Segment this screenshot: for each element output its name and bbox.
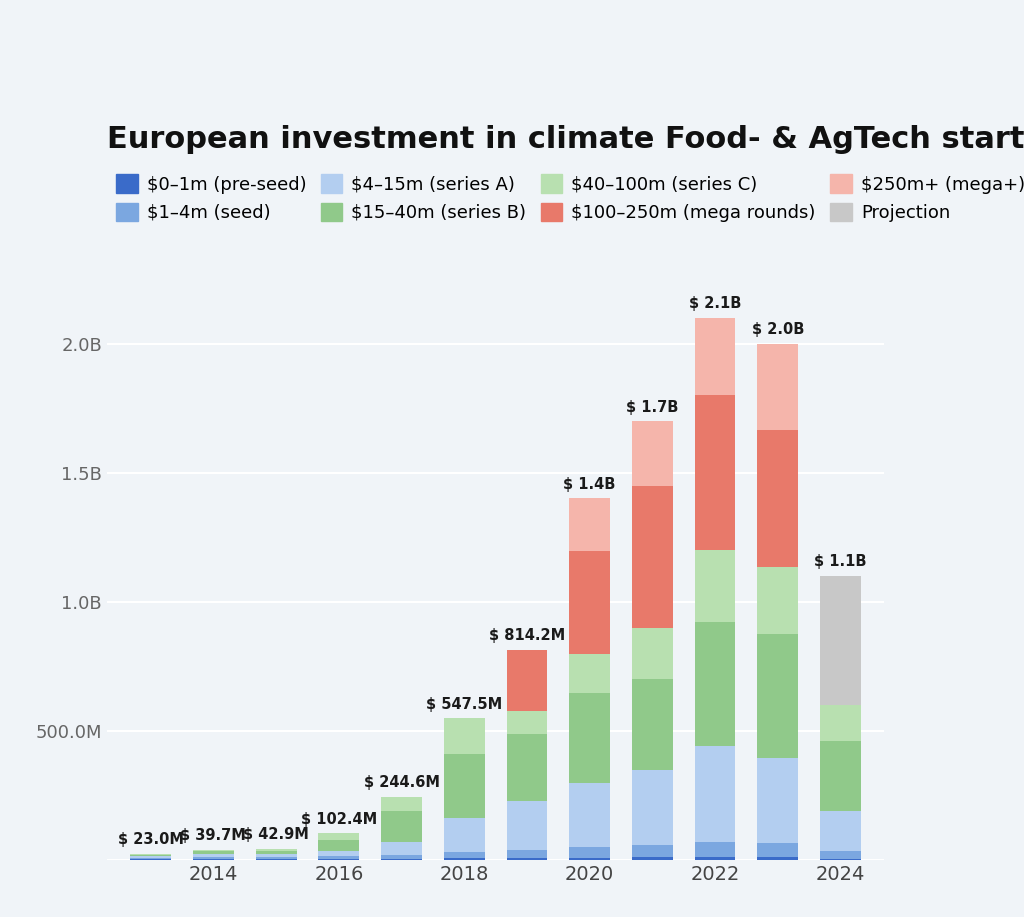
Bar xyxy=(194,849,233,851)
Bar xyxy=(318,834,359,840)
Text: $ 1.7B: $ 1.7B xyxy=(626,400,679,414)
Text: $ 1.4B: $ 1.4B xyxy=(563,477,615,492)
Bar xyxy=(569,692,610,783)
Bar xyxy=(632,421,673,486)
Bar xyxy=(694,857,735,860)
Text: $ 42.9M: $ 42.9M xyxy=(243,827,309,843)
Text: $ 23.0M: $ 23.0M xyxy=(118,833,183,847)
Bar xyxy=(507,649,547,711)
Bar xyxy=(694,623,735,746)
Bar xyxy=(632,486,673,628)
Bar xyxy=(256,851,297,854)
Bar xyxy=(820,851,861,858)
Text: European investment in climate Food- & AgTech startups: European investment in climate Food- & A… xyxy=(106,125,1024,154)
Bar xyxy=(632,769,673,845)
Bar xyxy=(381,855,422,858)
Bar xyxy=(632,628,673,679)
Bar xyxy=(758,567,798,635)
Bar xyxy=(318,840,359,851)
Bar xyxy=(318,851,359,856)
Bar xyxy=(569,550,610,654)
Bar xyxy=(569,847,610,857)
Bar xyxy=(758,758,798,844)
Bar xyxy=(632,845,673,857)
Bar xyxy=(130,856,171,858)
Bar xyxy=(820,811,861,851)
Bar xyxy=(256,849,297,851)
Text: $ 814.2M: $ 814.2M xyxy=(488,628,565,643)
Bar xyxy=(820,858,861,860)
Bar xyxy=(694,395,735,550)
Bar xyxy=(381,811,422,842)
Bar xyxy=(569,783,610,847)
Bar xyxy=(758,344,798,430)
Text: $ 2.1B: $ 2.1B xyxy=(689,296,741,311)
Bar xyxy=(318,856,359,859)
Bar xyxy=(758,844,798,857)
Bar xyxy=(256,854,297,857)
Bar xyxy=(507,711,547,735)
Bar xyxy=(507,850,547,858)
Bar xyxy=(194,857,233,859)
Bar xyxy=(381,858,422,860)
Bar xyxy=(694,317,735,395)
Text: $ 39.7M: $ 39.7M xyxy=(180,828,247,843)
Text: $ 1.1B: $ 1.1B xyxy=(814,555,866,569)
Bar xyxy=(758,857,798,860)
Bar xyxy=(443,719,484,754)
Bar xyxy=(758,635,798,758)
Bar xyxy=(507,735,547,801)
Bar xyxy=(130,855,171,856)
Bar xyxy=(569,857,610,860)
Bar xyxy=(443,818,484,852)
Bar xyxy=(632,857,673,860)
Text: $ 102.4M: $ 102.4M xyxy=(301,812,377,827)
Legend: $0–1m (pre-seed), $1–4m (seed), $4–15m (series A), $15–40m (series B), $40–100m : $0–1m (pre-seed), $1–4m (seed), $4–15m (… xyxy=(116,174,1024,222)
Bar xyxy=(632,679,673,769)
Bar xyxy=(194,854,233,857)
Bar xyxy=(507,801,547,850)
Bar xyxy=(443,858,484,860)
Bar xyxy=(820,741,861,811)
Bar xyxy=(694,550,735,623)
Bar xyxy=(256,857,297,859)
Bar xyxy=(569,499,610,550)
Bar xyxy=(443,852,484,858)
Bar xyxy=(694,746,735,842)
Bar xyxy=(130,858,171,859)
Text: $ 2.0B: $ 2.0B xyxy=(752,322,804,337)
Text: $ 244.6M: $ 244.6M xyxy=(364,775,439,790)
Bar xyxy=(820,705,861,741)
Bar xyxy=(130,854,171,855)
Text: $ 547.5M: $ 547.5M xyxy=(426,697,503,712)
Bar xyxy=(758,430,798,567)
Bar xyxy=(820,576,861,705)
Bar xyxy=(381,842,422,855)
Bar xyxy=(507,858,547,860)
Bar xyxy=(694,842,735,857)
Bar xyxy=(381,797,422,811)
Bar xyxy=(443,754,484,818)
Bar xyxy=(194,851,233,854)
Bar xyxy=(569,654,610,692)
